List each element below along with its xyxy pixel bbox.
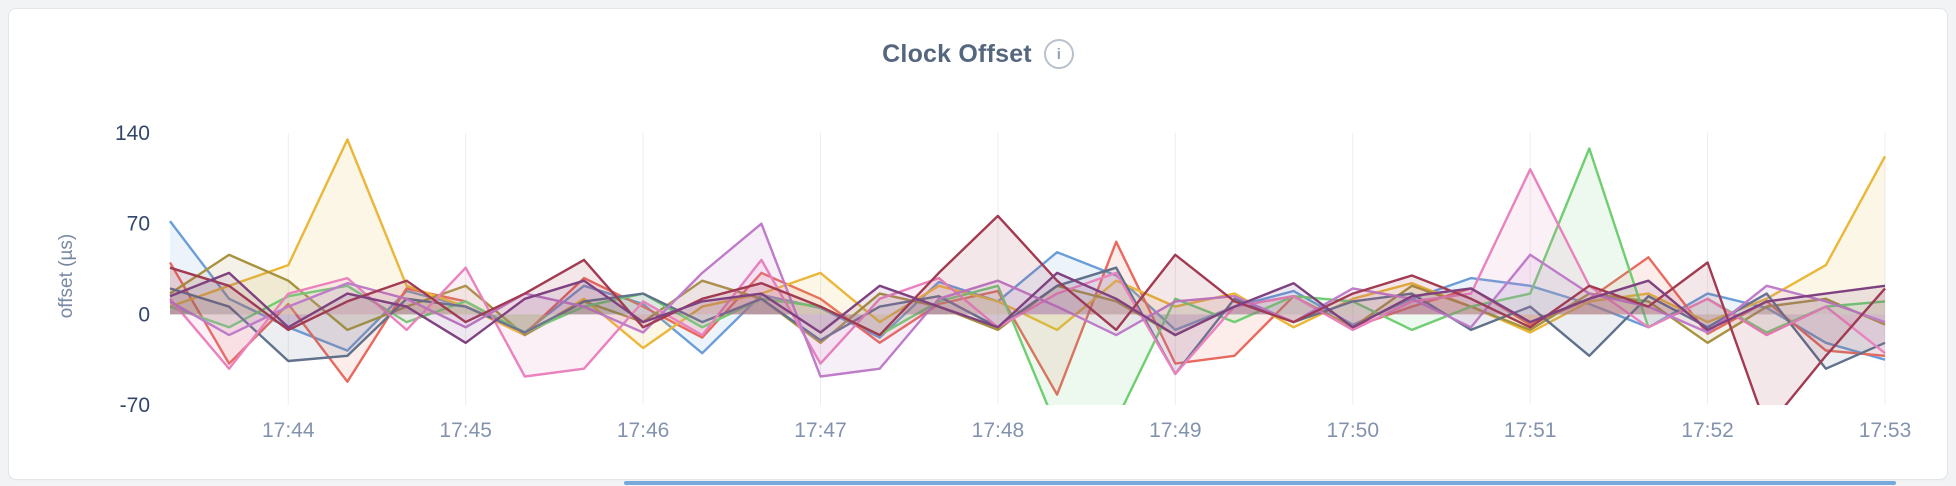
series-area: [170, 215, 1885, 405]
series-line: [169, 271, 1886, 344]
chart-header: Clock Offset i: [9, 39, 1947, 69]
series-area: [170, 148, 1885, 405]
series-area: [170, 254, 1885, 343]
series-area: [170, 169, 1885, 377]
x-tick-label: 17:46: [617, 419, 670, 442]
series-line: [169, 138, 1886, 350]
x-tick-label: 17:50: [1326, 419, 1379, 442]
x-axis-labels: 17:44 17:45 17:46 17:47 17:48 17:49 17:50 17:51…: [262, 419, 1911, 442]
series-area: [170, 221, 1885, 360]
y-tick-label: 70: [127, 213, 150, 236]
clock-offset-panel: Clock Offset i offset (µs): [8, 8, 1948, 480]
next-panel-top-border: [624, 481, 1896, 485]
chart-title: Clock Offset: [882, 39, 1032, 68]
series-line: [169, 214, 1886, 405]
x-tick-label: 17:53: [1859, 419, 1912, 442]
gridlines: [287, 133, 1886, 405]
y-axis-labels: 140 70 0 -70: [115, 122, 150, 417]
y-tick-label: -70: [120, 394, 150, 417]
x-tick-label: 17:52: [1681, 419, 1734, 442]
series-area: [170, 241, 1885, 395]
info-icon[interactable]: i: [1043, 39, 1074, 69]
x-tick-label: 17:44: [262, 419, 315, 442]
x-tick-label: 17:49: [1149, 419, 1202, 442]
x-tick-label: 17:45: [439, 419, 492, 442]
y-tick-label: 140: [115, 122, 150, 145]
x-tick-label: 17:47: [794, 419, 847, 442]
y-tick-label: 0: [138, 303, 150, 326]
x-tick-label: 17:48: [972, 419, 1025, 442]
series-line: [169, 266, 1886, 376]
series-area: [170, 139, 1885, 348]
x-tick-label: 17:51: [1504, 419, 1557, 442]
series-area: [170, 267, 1885, 374]
series-line: [169, 168, 1886, 378]
